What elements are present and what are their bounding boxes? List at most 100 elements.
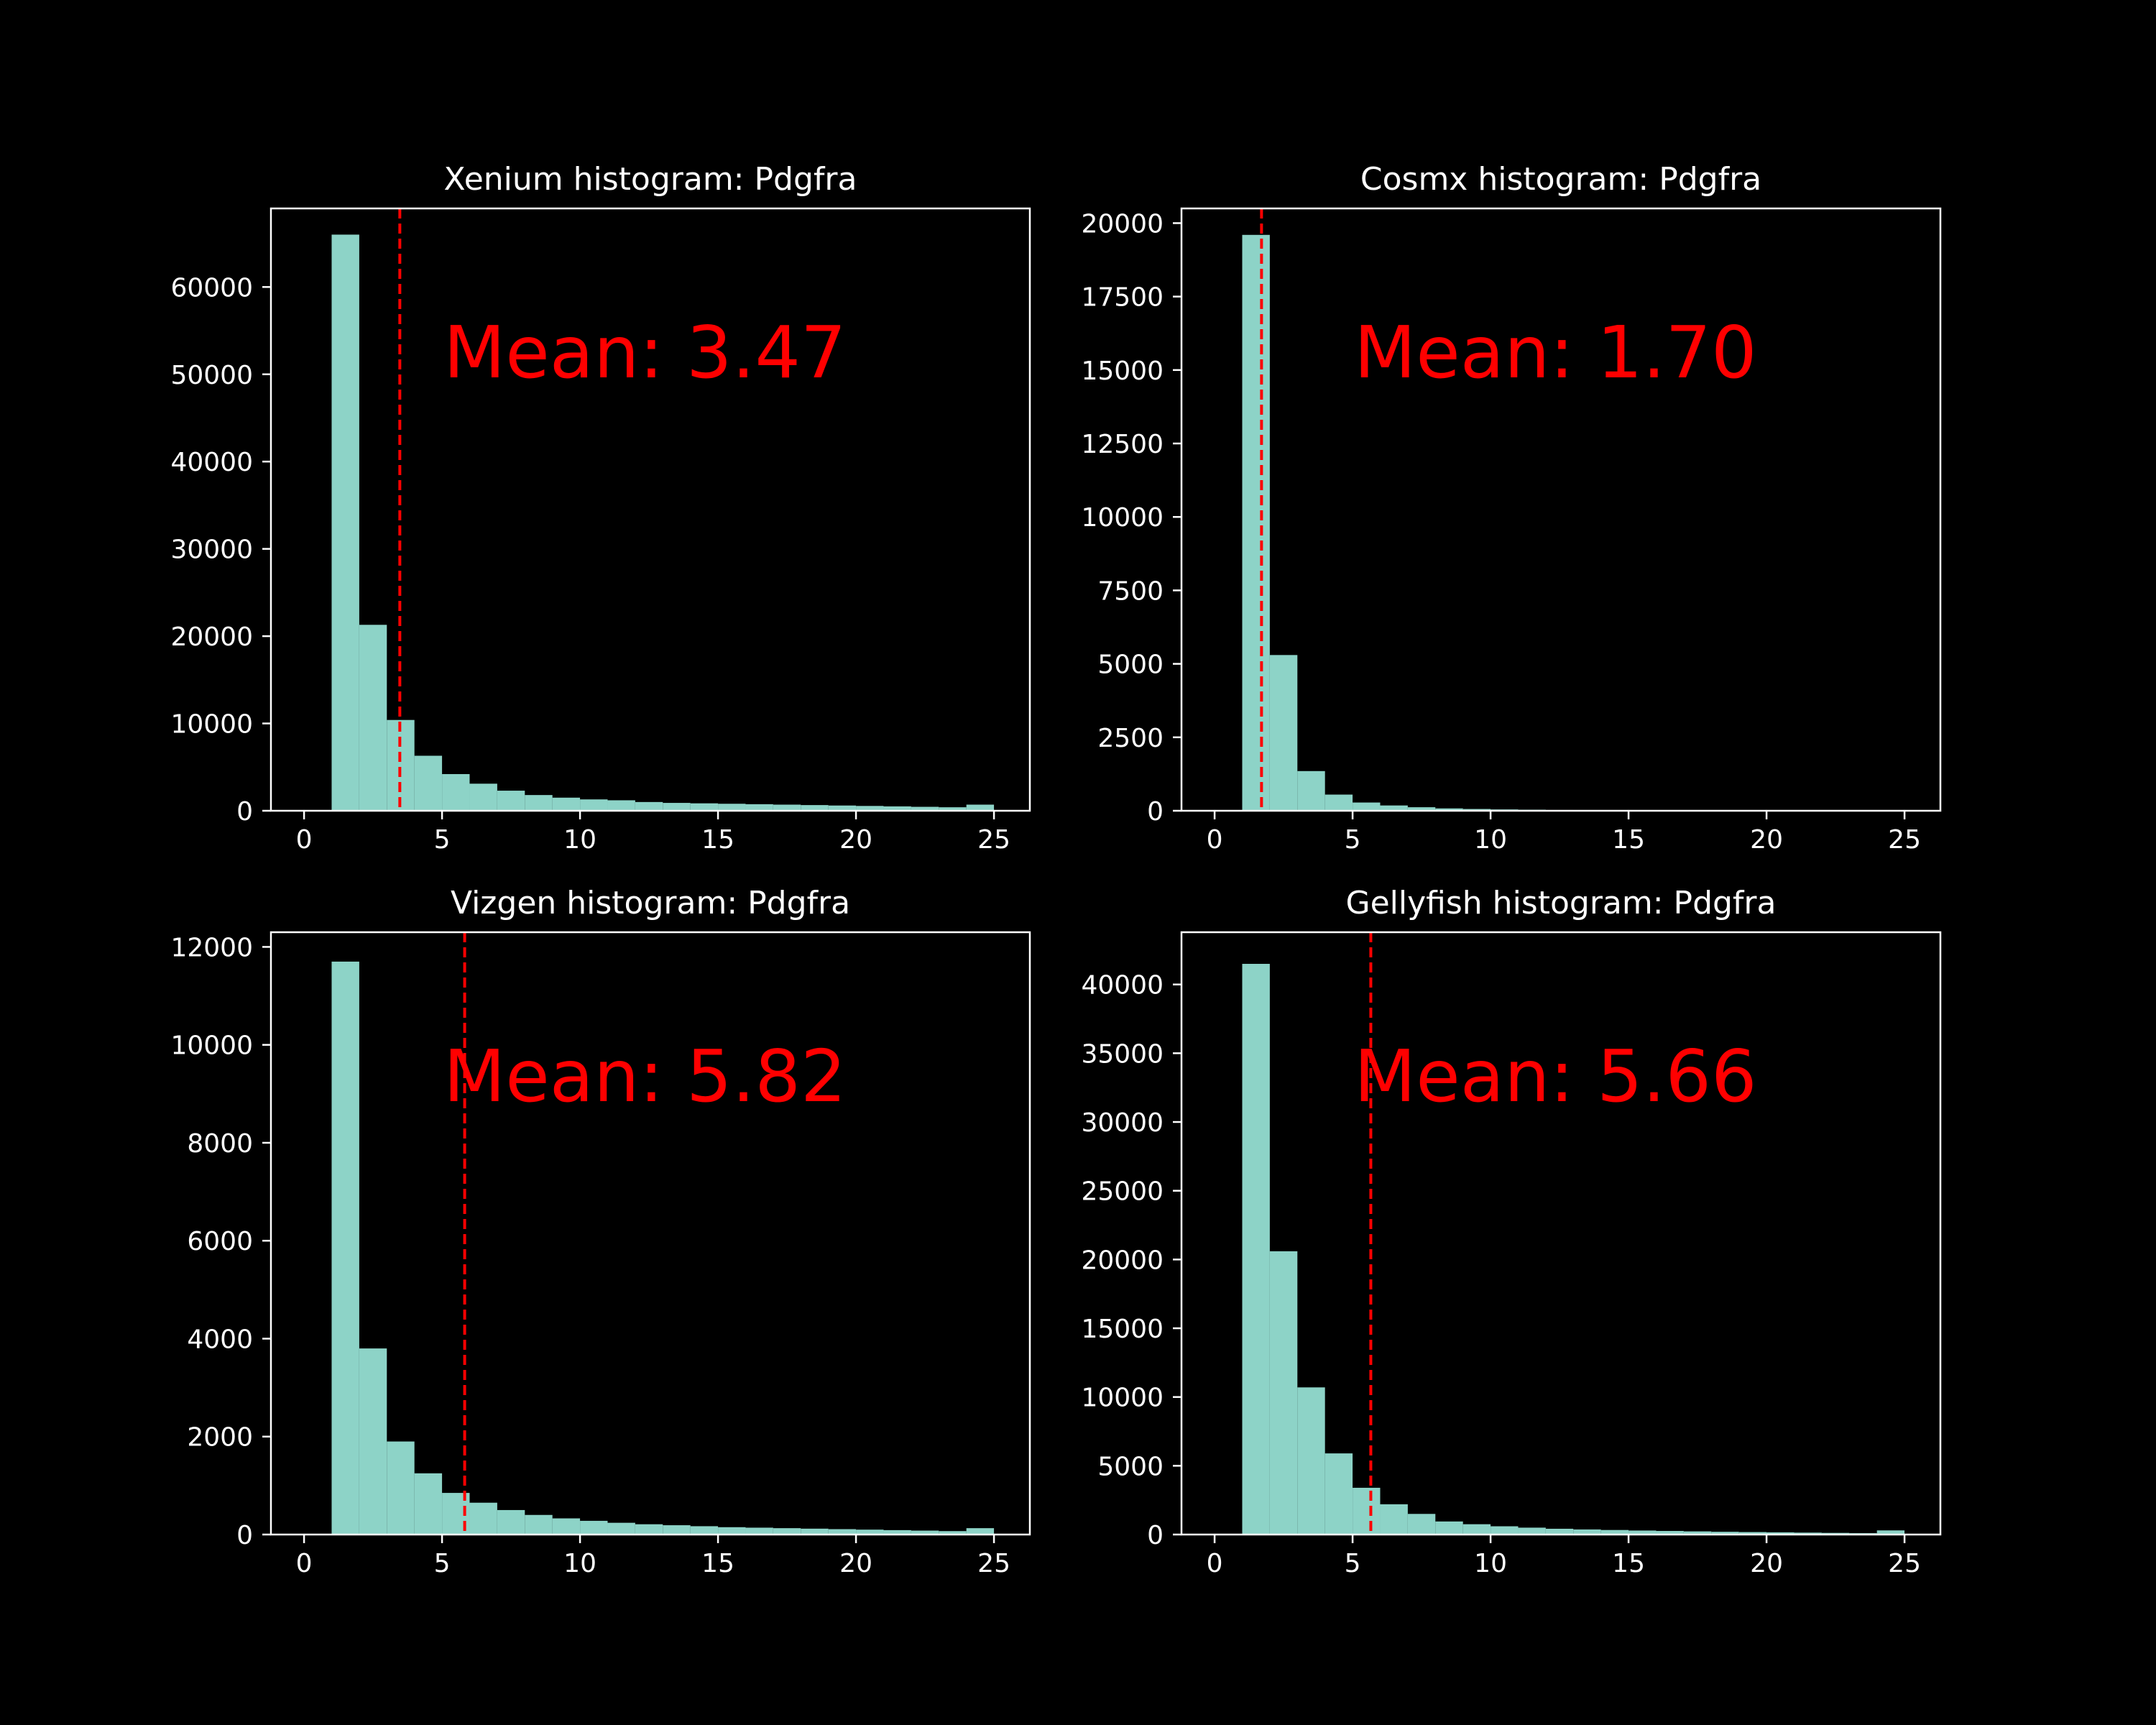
- y-tick-label: 20000: [170, 622, 253, 652]
- x-tick-label: 25: [977, 825, 1010, 855]
- histogram-bar: [1325, 794, 1353, 811]
- x-tick-label: 0: [296, 825, 313, 855]
- histogram-bar: [1794, 1532, 1822, 1535]
- subplot-grid: Xenium histogram: Pdgfra Mean: 3.47 0 5 10 15…: [170, 161, 1942, 1578]
- histogram-bar: [1600, 1530, 1629, 1535]
- histogram-bar: [442, 773, 470, 811]
- y-tick-label: 5000: [1097, 1452, 1164, 1481]
- x-tick-label: 15: [701, 825, 734, 855]
- y-tick-label: 12500: [1081, 430, 1164, 459]
- histogram-bar: [1407, 807, 1436, 811]
- histogram-bar: [469, 1502, 497, 1535]
- histogram-bar: [1269, 1251, 1298, 1535]
- mean-annotation: Mean: 5.82: [443, 1034, 847, 1118]
- histogram-bar: [856, 806, 884, 811]
- x-tick-label: 10: [1474, 825, 1507, 855]
- subplot-title: Gellyfish histogram: Pdgfra: [1346, 885, 1777, 921]
- histogram-bar: [883, 806, 911, 811]
- y-tick-label: 15000: [1081, 356, 1164, 386]
- histogram-bar: [745, 1527, 773, 1535]
- x-tick-label: 20: [1750, 1549, 1783, 1578]
- histogram-bar: [497, 791, 525, 811]
- histogram-bar: [1353, 1487, 1381, 1535]
- subplot-title: Cosmx histogram: Pdgfra: [1360, 161, 1761, 198]
- y-tick-label: 4000: [187, 1325, 253, 1354]
- axes-frame: [1180, 931, 1942, 1536]
- histogram-bar: [552, 1518, 581, 1535]
- histogram-bar: [552, 797, 581, 811]
- histogram-bar: [331, 234, 359, 811]
- x-tick-label: 5: [1345, 825, 1361, 855]
- histogram-bar: [828, 1529, 857, 1535]
- histogram-bar: [359, 625, 387, 811]
- histogram-bar: [1353, 802, 1381, 811]
- histogram-bar: [773, 1528, 801, 1535]
- axes-frame: [1180, 207, 1942, 812]
- y-tick-label: 0: [1147, 1521, 1164, 1550]
- x-tick-label: 0: [1207, 825, 1223, 855]
- histogram-bar: [1242, 234, 1270, 811]
- histogram-bar: [1766, 1532, 1795, 1535]
- axes-frame: [270, 931, 1031, 1536]
- y-tick-label: 0: [1147, 797, 1164, 827]
- histogram-bar: [359, 1348, 387, 1535]
- histogram-bar: [1656, 1531, 1684, 1535]
- y-tick-label: 15000: [1081, 1315, 1164, 1344]
- x-tick-label: 5: [434, 1549, 451, 1578]
- subplot-2: Vizgen histogram: Pdgfra Mean: 5.82 0 5 10 15…: [170, 885, 1031, 1578]
- y-tick-label: 35000: [1081, 1039, 1164, 1069]
- x-tick-label: 15: [1612, 825, 1645, 855]
- x-tick-label: 25: [1888, 825, 1921, 855]
- histogram-bar: [801, 805, 829, 811]
- histogram-bar: [801, 1528, 829, 1535]
- y-tick-label: 2000: [187, 1423, 253, 1453]
- x-tick-label: 25: [977, 1549, 1010, 1578]
- y-tick-label: 50000: [170, 361, 253, 390]
- mean-annotation: Mean: 5.66: [1354, 1034, 1757, 1118]
- y-tick-label: 60000: [170, 273, 253, 303]
- histogram-bar: [1297, 770, 1325, 811]
- subplot-title: Xenium histogram: Pdgfra: [444, 161, 857, 198]
- x-tick-label: 25: [1888, 1549, 1921, 1578]
- x-tick-label: 5: [434, 825, 451, 855]
- x-tick-label: 20: [839, 1549, 872, 1578]
- x-tick-label: 0: [296, 1549, 313, 1578]
- histogram-bar: [966, 804, 995, 811]
- histogram-bar: [690, 803, 719, 811]
- histogram-bar: [1380, 1504, 1408, 1535]
- x-tick-label: 20: [839, 825, 872, 855]
- histogram-bar: [635, 1524, 663, 1535]
- histogram-bar: [883, 1530, 911, 1535]
- x-tick-label: 10: [563, 825, 596, 855]
- histogram-bar: [663, 1525, 691, 1535]
- x-tick-label: 15: [701, 1549, 734, 1578]
- histogram-bar: [966, 1528, 995, 1535]
- y-tick-label: 5000: [1097, 650, 1164, 680]
- y-tick-label: 30000: [1081, 1108, 1164, 1138]
- y-tick-label: 12000: [170, 933, 253, 962]
- histogram-bar: [580, 1520, 608, 1535]
- y-tick-label: 40000: [1081, 971, 1164, 1000]
- subplot-0: Xenium histogram: Pdgfra Mean: 3.47 0 5 10 15…: [170, 161, 1031, 855]
- x-tick-label: 0: [1207, 1549, 1223, 1578]
- histogram-bar: [1380, 805, 1408, 811]
- histogram-bar: [690, 1526, 719, 1535]
- histogram-bar: [1462, 1524, 1491, 1535]
- axes-frame: [270, 207, 1031, 812]
- y-tick-label: 17500: [1081, 283, 1164, 313]
- y-tick-label: 40000: [170, 448, 253, 477]
- histogram-bar: [1242, 964, 1270, 1535]
- histogram-bar: [1297, 1387, 1325, 1535]
- histogram-bar: [773, 804, 801, 811]
- histogram-bar: [911, 806, 939, 811]
- histogram-bar: [497, 1509, 525, 1535]
- mean-annotation: Mean: 3.47: [443, 310, 847, 395]
- y-tick-label: 0: [236, 797, 253, 827]
- histogram-bar: [939, 807, 967, 811]
- histogram-bar: [856, 1530, 884, 1535]
- histogram-bar: [939, 1531, 967, 1535]
- histogram-bar: [718, 1527, 746, 1535]
- histogram-bar: [607, 800, 635, 811]
- histogram-bar: [1518, 1527, 1546, 1535]
